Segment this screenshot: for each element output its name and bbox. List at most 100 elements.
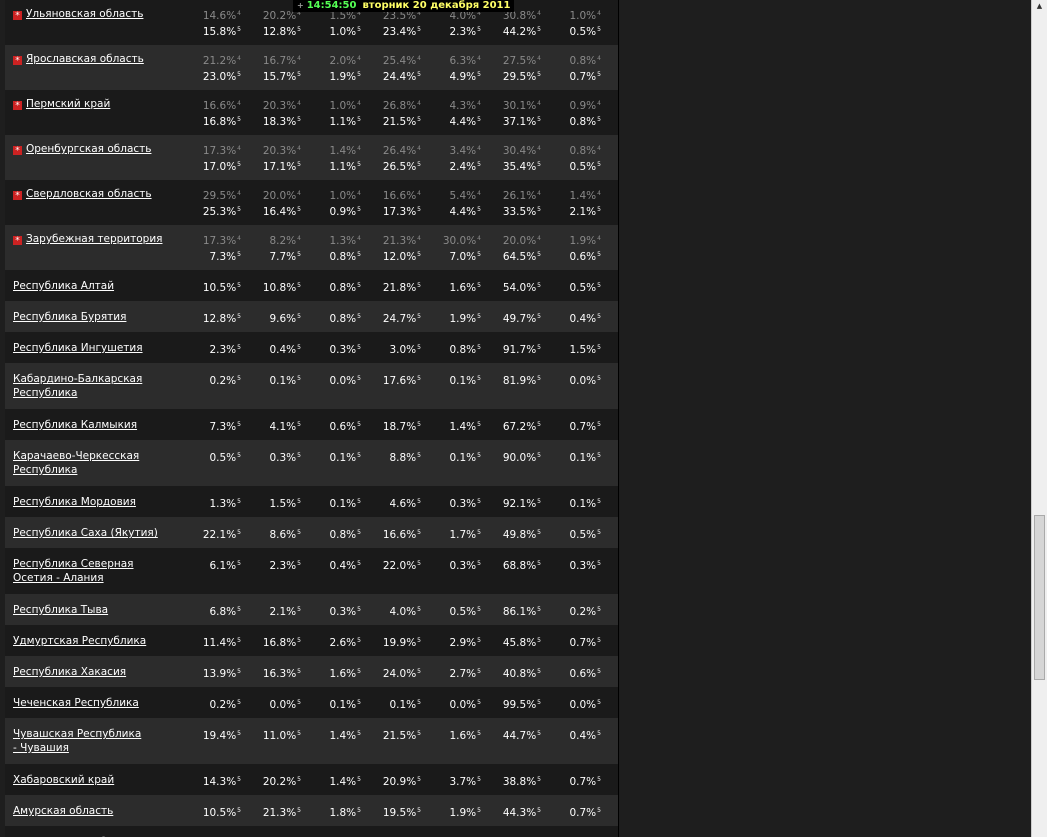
value-cell: 11.0%5 xyxy=(245,718,305,764)
region-link[interactable]: Республика Бурятия xyxy=(13,311,127,323)
percent-value: 0.3% xyxy=(269,452,297,464)
percent-value: 16.4% xyxy=(262,206,297,218)
value-cell: 26.1%4 33.5%5 xyxy=(485,180,545,225)
footnote: 5 xyxy=(477,606,481,613)
value-line: 26.5%5 xyxy=(365,158,421,174)
percent-value: 25.4% xyxy=(382,55,417,67)
footnote: 5 xyxy=(237,116,241,123)
footnote: 5 xyxy=(597,606,601,613)
percent-value: 1.5% xyxy=(569,344,597,356)
region-link[interactable]: Республика Ингушетия xyxy=(13,342,143,354)
region-link[interactable]: Республика Саха (Якутия) xyxy=(13,527,158,539)
value-cell: 91.7%5 xyxy=(485,332,545,363)
value-cell: 0.7%5 xyxy=(545,795,605,826)
region-link[interactable]: Республика Алтай xyxy=(13,280,115,292)
scroll-thumb[interactable] xyxy=(1034,515,1045,680)
value-cell: 20.2%4 12.8%5 xyxy=(245,0,305,45)
footnote: 5 xyxy=(477,560,481,567)
value-line: 16.8%5 xyxy=(245,634,301,650)
value-cell: 1.9%4 0.6%5 xyxy=(545,225,605,270)
percent-value: 2.3% xyxy=(449,26,477,38)
footnote: 5 xyxy=(537,251,541,258)
value-cell: 21.8%5 xyxy=(365,270,425,301)
region-link[interactable]: Свердловская область xyxy=(26,188,152,200)
value-line: 0.1%5 xyxy=(305,449,361,465)
region-link[interactable]: Зарубежная территория xyxy=(26,233,163,245)
percent-value: 0.5% xyxy=(569,26,597,38)
scroll-up[interactable]: ▲ xyxy=(1036,2,1043,10)
value-cell: 0.2%5 xyxy=(545,594,605,625)
percent-value: 19.5% xyxy=(382,807,417,819)
scrollbar[interactable]: ▲ xyxy=(1031,0,1047,837)
value-cell: 0.5%5 xyxy=(545,517,605,548)
value-line: 30.8%4 xyxy=(485,7,541,23)
value-cell: 0.1%5 xyxy=(425,440,485,486)
value-line: 2.6%5 xyxy=(305,634,361,650)
footnote: 4 xyxy=(597,235,601,242)
value-cell: 12.8%5 xyxy=(185,301,245,332)
value-line: 20.2%5 xyxy=(245,773,301,789)
value-line: 0.8%5 xyxy=(305,279,361,295)
value-cell: 0.4%5 xyxy=(545,301,605,332)
footnote: 4 xyxy=(417,190,421,197)
region-link[interactable]: Чувашская Республика - Чувашия xyxy=(13,728,142,754)
region-link[interactable]: Республика Тыва xyxy=(13,604,109,616)
region-link[interactable]: Республика Хакасия xyxy=(13,666,127,678)
percent-value: 0.5% xyxy=(569,282,597,294)
region-link[interactable]: Удмуртская Республика xyxy=(13,635,147,647)
percent-value: 0.3% xyxy=(569,560,597,572)
percent-value: 68.8% xyxy=(502,560,537,572)
percent-value: 2.4% xyxy=(449,161,477,173)
footnote: 5 xyxy=(417,206,421,213)
value-line: 7.0%5 xyxy=(425,248,481,264)
value-line: 1.0%4 xyxy=(545,7,601,23)
footnote: 5 xyxy=(477,26,481,33)
value-line: 14.3%5 xyxy=(185,773,241,789)
region-link[interactable]: Чеченская Республика xyxy=(13,697,139,709)
region-link[interactable]: Ярославская область xyxy=(26,53,144,65)
footnote: 5 xyxy=(357,452,361,459)
percent-value: 0.4% xyxy=(569,730,597,742)
region-cell: Республика Хакасия xyxy=(5,656,185,687)
results-table: * Ульяновская область 14.6%4 15.8%5 20.2%4 12… xyxy=(5,0,619,837)
footnote: 5 xyxy=(297,730,301,737)
value-cell: 0.3%5 xyxy=(545,548,605,594)
percent-value: 6.3% xyxy=(449,55,477,67)
region-link[interactable]: Ульяновская область xyxy=(26,8,144,20)
footnote: 4 xyxy=(237,235,241,242)
region-link[interactable]: Кабардино-Балкарская Республика xyxy=(13,373,143,399)
value-cell: 1.0%5 xyxy=(425,826,485,837)
region-link[interactable]: Республика Северная Осетия - Алания xyxy=(13,558,134,584)
footnote: 5 xyxy=(597,498,601,505)
clock: +14:54:50 вторник 20 декабря 2011 xyxy=(293,0,515,12)
region-cell: * Оренбургская область xyxy=(5,135,185,180)
percent-value: 14.3% xyxy=(202,776,237,788)
value-cell: 21.3%4 12.0%5 xyxy=(365,225,425,270)
region-link[interactable]: Пермский край xyxy=(26,98,111,110)
value-line: 30.0%4 xyxy=(425,232,481,248)
percent-value: 25.3% xyxy=(202,206,237,218)
region-link[interactable]: Карачаево-Черкесская Республика xyxy=(13,450,140,476)
region-link[interactable]: Амурская область xyxy=(13,805,114,817)
value-cell: 7.3%5 xyxy=(185,409,245,440)
value-cell: 21.2%4 23.0%5 xyxy=(185,45,245,90)
value-cell: 30.4%4 35.4%5 xyxy=(485,135,545,180)
region-link[interactable]: Хабаровский край xyxy=(13,774,115,786)
region-link[interactable]: Оренбургская область xyxy=(26,143,152,155)
value-line: 0.4%5 xyxy=(545,727,601,743)
percent-value: 30.8% xyxy=(502,10,537,22)
percent-value: 12.8% xyxy=(262,26,297,38)
percent-value: 9.6% xyxy=(269,313,297,325)
value-cell: 1.5%5 xyxy=(245,486,305,517)
region-link[interactable]: Республика Мордовия xyxy=(13,496,136,508)
region-link[interactable]: Республика Калмыкия xyxy=(13,419,138,431)
footnote: 5 xyxy=(597,282,601,289)
value-cell: 54.0%5 xyxy=(485,270,545,301)
percent-value: 17.3% xyxy=(202,145,237,157)
footnote: 5 xyxy=(357,730,361,737)
footnote: 4 xyxy=(417,145,421,152)
value-line: 1.5%4 xyxy=(305,7,361,23)
value-line: 21.3%4 xyxy=(365,232,421,248)
value-line: 7.3%5 xyxy=(185,418,241,434)
percent-value: 16.7% xyxy=(262,55,297,67)
